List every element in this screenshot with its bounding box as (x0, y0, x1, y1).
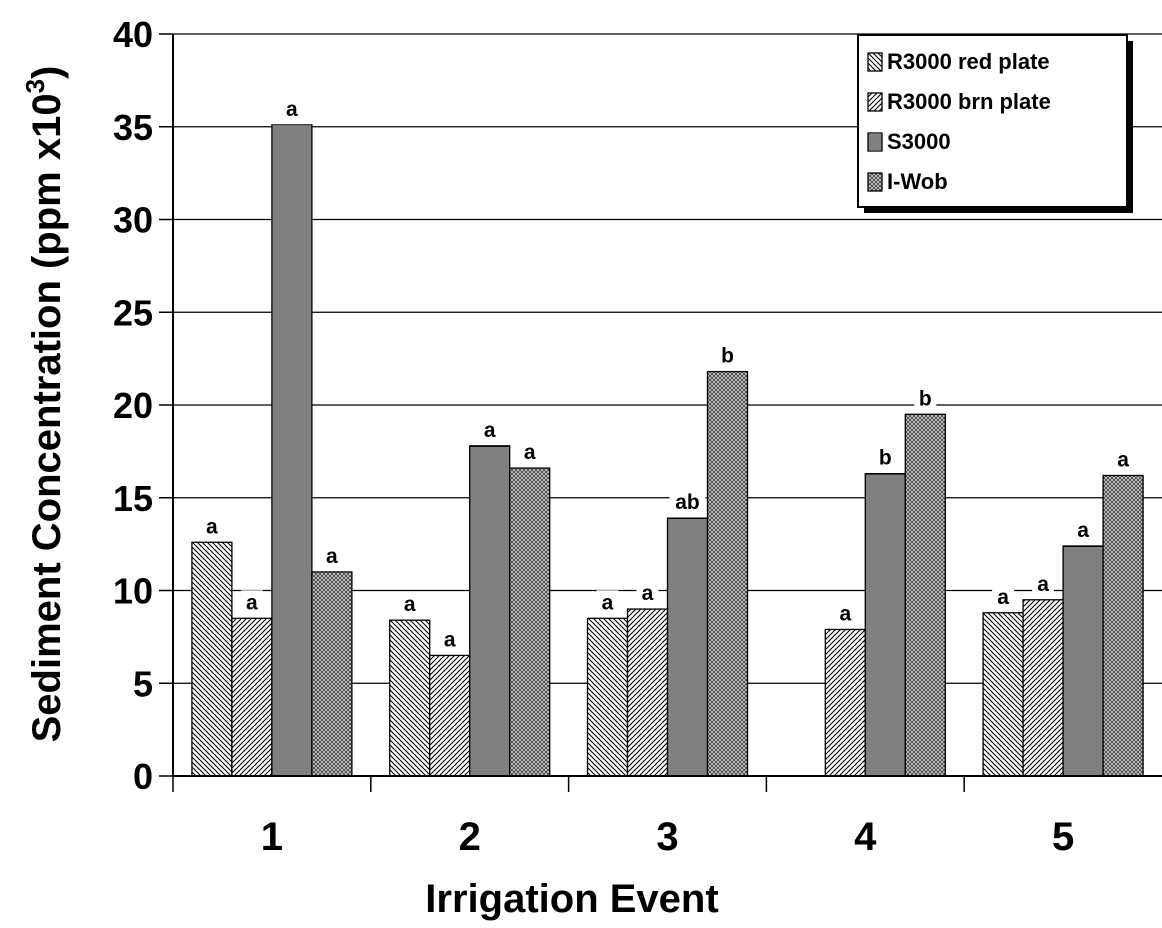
y-axis-title-close: ) (25, 66, 69, 79)
bar (706, 370, 749, 777)
y-axis-title: Sediment Concentration (ppm x103) (20, 66, 69, 743)
legend-box (857, 34, 1128, 208)
bar (311, 571, 353, 777)
y-axis-title-superscript: 3 (20, 79, 50, 93)
data-label-bg (518, 440, 541, 465)
y-tick-label: 35 (113, 107, 153, 148)
bar (389, 619, 431, 777)
bar (231, 617, 273, 777)
y-tick-label: 10 (113, 571, 153, 612)
legend: R3000 red plate R3000 brn plate S3000 I-Wob (857, 34, 1133, 213)
y-tick-label: 40 (113, 14, 153, 55)
legend-swatch (867, 92, 883, 112)
data-label-bg (716, 343, 739, 368)
y-tick-label: 15 (113, 478, 153, 519)
data-label: ab (675, 491, 700, 514)
data-label-bg (1032, 571, 1055, 596)
data-label-bg (478, 417, 501, 442)
x-tick-label: 4 (854, 815, 877, 859)
legend-entry: S3000 (887, 129, 951, 154)
data-label-bg (240, 590, 263, 615)
data-label: a (444, 628, 456, 651)
legend-swatch (867, 52, 883, 72)
axes (159, 33, 1162, 792)
y-tick-label: 20 (113, 385, 153, 426)
data-label: a (404, 593, 416, 616)
bar (429, 654, 471, 777)
data-label: b (721, 345, 734, 368)
bar (191, 541, 233, 777)
y-tick-label: 25 (113, 292, 153, 333)
data-label-bg (834, 601, 857, 626)
legend-swatch (867, 172, 883, 192)
x-tick-label: 3 (656, 815, 678, 859)
y-tick-label: 5 (133, 663, 153, 704)
data-label-bg (992, 584, 1015, 609)
data-label-bg (1072, 517, 1095, 542)
data-label-bg (874, 445, 897, 470)
data-label: a (484, 419, 496, 442)
data-label-bg (438, 627, 461, 652)
bar (586, 617, 629, 777)
data-label: a (839, 602, 851, 625)
bar (509, 467, 551, 777)
x-axis-title: Irrigation Event (425, 877, 718, 921)
data-label: a (524, 441, 536, 464)
x-tick-label: 1 (261, 815, 283, 859)
bar (824, 628, 866, 777)
data-label: a (1077, 519, 1089, 542)
data-label-bg (1112, 447, 1135, 472)
data-label: a (1117, 448, 1129, 471)
data-label-bg (280, 96, 303, 121)
bar (1062, 545, 1104, 777)
bar (271, 124, 313, 777)
data-label-bg (669, 490, 706, 515)
bars (191, 124, 1144, 777)
data-label-bg (320, 543, 343, 568)
x-tick-labels: 1 2 3 4 5 (261, 815, 1074, 859)
legend-entry: I-Wob (887, 169, 948, 194)
x-tick-label: 2 (459, 815, 481, 859)
bar (864, 472, 906, 777)
y-tick-label: 30 (113, 200, 153, 241)
data-label: a (286, 98, 298, 121)
data-label: a (1037, 573, 1049, 596)
bar (904, 413, 946, 777)
data-label: b (879, 447, 892, 470)
legend-entry: R3000 brn plate (887, 89, 1051, 114)
data-label: a (206, 515, 218, 538)
y-tick-label: 0 (133, 756, 153, 797)
legend-entry: R3000 red plate (887, 49, 1050, 74)
data-label: a (602, 591, 614, 614)
data-label: a (246, 591, 258, 614)
data-label-bg (398, 592, 421, 617)
bar (1022, 599, 1064, 777)
bar (982, 612, 1024, 777)
data-label: a (997, 586, 1009, 609)
legend-swatch (867, 132, 883, 152)
bar (1102, 474, 1144, 777)
y-axis-title-main: Sediment Concentration (ppm x10 (25, 93, 69, 742)
data-label-bg (914, 386, 937, 411)
data-label-bg (596, 590, 619, 615)
bar (666, 517, 709, 777)
bar (469, 445, 511, 777)
data-label: a (326, 545, 338, 568)
data-label-bg (200, 514, 223, 539)
data-label: a (642, 582, 654, 605)
x-tick-label: 5 (1052, 815, 1074, 859)
data-label-bg (636, 581, 659, 606)
y-tick-labels: 0 5 10 15 20 25 30 35 40 (113, 14, 153, 797)
data-label: b (919, 387, 932, 410)
bar (626, 608, 669, 777)
